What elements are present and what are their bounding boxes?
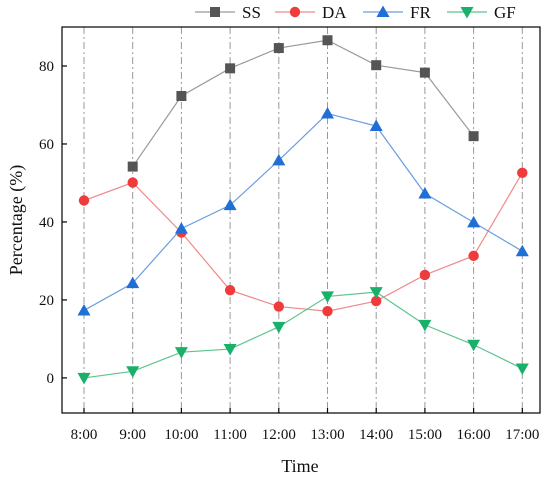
x-tick-label: 17:00 [505, 427, 539, 443]
data-point-gf [272, 321, 286, 334]
series-line-da [83, 172, 523, 312]
legend-marker-gf [460, 7, 474, 19]
y-tick-label: 20 [39, 293, 54, 309]
x-tick-label: 13:00 [310, 427, 344, 443]
data-point-gf [418, 319, 432, 332]
series-fr [77, 107, 529, 316]
data-point-fr [272, 153, 286, 166]
legend: SS DA FR GF [195, 3, 516, 22]
data-point-ss [225, 63, 236, 74]
data-point-ss [176, 91, 187, 102]
y-axis-title: Percentage (%) [6, 165, 27, 275]
data-point-fr [369, 119, 383, 132]
x-tick-label: 11:00 [213, 427, 247, 443]
data-point-da [78, 195, 90, 206]
data-point-da [371, 295, 382, 307]
series-gf [77, 287, 529, 385]
x-tick-label: 10:00 [164, 427, 198, 443]
legend-item-ss: SS [195, 3, 261, 22]
x-axis-title: Time [281, 456, 318, 476]
x-axis-ticks: 8:00 9:00 10:00 11:00 12:00 13:00 14:00 15:00 16… [71, 408, 539, 443]
x-tick-label: 9:00 [119, 427, 146, 443]
data-point-gf [369, 287, 383, 299]
data-point-gf [77, 372, 91, 385]
legend-marker-fr [376, 5, 390, 17]
legend-item-fr: FR [363, 3, 431, 22]
series-da [78, 167, 528, 317]
y-tick-label: 0 [47, 371, 55, 387]
legend-marker-ss [210, 7, 220, 17]
legend-item-gf: GF [447, 3, 516, 22]
y-axis-ticks: 0 20 40 60 80 [39, 59, 67, 387]
grid-lines [83, 27, 523, 413]
series-group [77, 35, 529, 385]
data-point-gf [223, 344, 237, 356]
series-line-fr [83, 112, 523, 311]
data-point-gf [467, 339, 481, 352]
legend-item-da: DA [275, 3, 347, 22]
data-point-da [224, 284, 236, 296]
legend-marker-da [289, 6, 301, 18]
x-tick-label: 16:00 [457, 427, 491, 443]
x-tick-label: 14:00 [359, 427, 393, 443]
data-point-fr [174, 222, 188, 234]
data-point-ss [468, 131, 479, 142]
data-point-da [322, 306, 333, 317]
x-tick-label: 12:00 [262, 427, 296, 443]
plot-frame [61, 26, 541, 414]
data-point-fr [223, 198, 237, 211]
series-ss [127, 35, 479, 172]
x-tick-label: 8:00 [71, 427, 98, 443]
data-point-ss [273, 43, 284, 54]
data-point-ss [322, 35, 333, 46]
legend-label-fr: FR [410, 3, 431, 22]
data-point-gf [515, 363, 529, 376]
data-point-fr [77, 303, 91, 316]
data-point-gf [126, 366, 140, 378]
data-point-gf [321, 291, 334, 303]
data-point-da [468, 250, 479, 262]
data-point-fr [418, 186, 432, 199]
data-point-fr [467, 215, 481, 228]
data-point-fr [515, 244, 529, 257]
series-line-ss [132, 39, 475, 167]
data-point-da [273, 301, 284, 312]
data-point-da [419, 269, 431, 281]
y-tick-label: 60 [39, 137, 54, 153]
data-point-ss [371, 60, 382, 71]
series-line-gf [83, 291, 523, 379]
legend-label-ss: SS [242, 3, 261, 22]
data-point-da [127, 177, 138, 188]
data-point-gf [174, 347, 188, 359]
data-point-fr [126, 276, 140, 289]
x-tick-label: 15:00 [408, 427, 442, 443]
data-point-fr [321, 107, 334, 119]
data-point-ss [127, 161, 138, 172]
data-point-ss [419, 67, 430, 78]
legend-label-da: DA [322, 3, 347, 22]
y-tick-label: 40 [39, 215, 54, 231]
data-point-da [517, 167, 528, 179]
legend-label-gf: GF [494, 3, 516, 22]
y-tick-label: 80 [39, 59, 54, 75]
